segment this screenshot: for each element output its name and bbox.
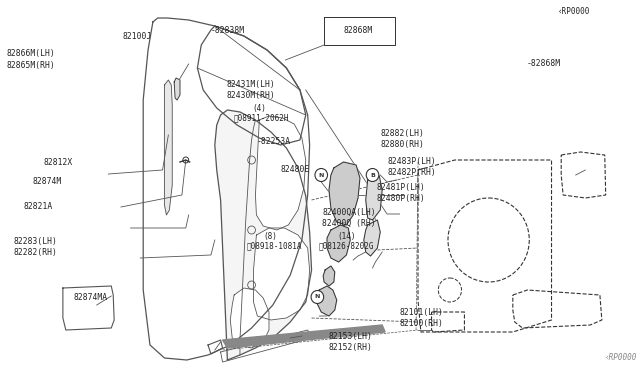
Text: 82431M(LH): 82431M(LH) <box>226 80 275 89</box>
Text: 82866M(LH): 82866M(LH) <box>6 49 55 58</box>
Text: 82282(RH): 82282(RH) <box>13 248 58 257</box>
Polygon shape <box>174 78 180 100</box>
Text: N: N <box>315 295 320 299</box>
Polygon shape <box>327 225 350 262</box>
Circle shape <box>315 169 328 182</box>
Polygon shape <box>323 266 335 286</box>
Polygon shape <box>365 176 382 220</box>
Text: ‹RP0000: ‹RP0000 <box>557 7 589 16</box>
Circle shape <box>366 169 379 182</box>
Text: 82100J: 82100J <box>123 32 152 41</box>
Text: (14): (14) <box>337 232 356 241</box>
Text: 82865M(RH): 82865M(RH) <box>6 61 55 70</box>
Text: 82100(RH): 82100(RH) <box>399 319 444 328</box>
Text: 82101(LH): 82101(LH) <box>399 308 444 317</box>
Text: 82481P(LH): 82481P(LH) <box>376 183 425 192</box>
Text: 82874MA: 82874MA <box>73 293 107 302</box>
Text: 82880(RH): 82880(RH) <box>381 140 425 149</box>
Text: -82868M: -82868M <box>526 60 561 68</box>
Text: 82400Q (RH): 82400Q (RH) <box>322 219 376 228</box>
Polygon shape <box>329 162 360 225</box>
Text: 82812X: 82812X <box>44 158 72 167</box>
Text: -82838M: -82838M <box>211 26 244 35</box>
Text: ⓝ08911-2062H: ⓝ08911-2062H <box>234 114 289 123</box>
Circle shape <box>311 291 324 304</box>
Text: B: B <box>370 173 375 177</box>
Polygon shape <box>255 116 306 230</box>
Text: 82482P(RH): 82482P(RH) <box>387 168 436 177</box>
Text: N: N <box>319 173 324 177</box>
Text: 82400QA(LH): 82400QA(LH) <box>322 208 376 217</box>
Text: (8): (8) <box>263 232 277 241</box>
Text: 82152(RH): 82152(RH) <box>328 343 372 352</box>
Polygon shape <box>317 286 337 316</box>
Text: ⓝ08918-1081A: ⓝ08918-1081A <box>246 241 302 250</box>
Text: 82874M: 82874M <box>32 177 61 186</box>
Text: -82253A: -82253A <box>257 137 291 146</box>
Polygon shape <box>223 325 385 348</box>
Text: 82483P(LH): 82483P(LH) <box>387 157 436 166</box>
Polygon shape <box>215 110 312 360</box>
Text: Ⓒ08126-8202G: Ⓒ08126-8202G <box>319 241 374 250</box>
Text: 82480P(RH): 82480P(RH) <box>376 194 425 203</box>
Polygon shape <box>253 228 310 320</box>
Polygon shape <box>364 220 380 256</box>
Text: 82480E: 82480E <box>280 165 310 174</box>
Polygon shape <box>230 288 269 348</box>
Text: 82430M(RH): 82430M(RH) <box>226 92 275 100</box>
Text: 82821A: 82821A <box>24 202 52 211</box>
Text: 82153(LH): 82153(LH) <box>328 332 372 341</box>
Text: 82868M: 82868M <box>344 26 373 35</box>
Polygon shape <box>164 80 172 215</box>
Text: (4): (4) <box>253 104 266 113</box>
Text: ‹RP0000: ‹RP0000 <box>605 353 637 362</box>
Text: 82283(LH): 82283(LH) <box>13 237 58 246</box>
Text: 82882(LH): 82882(LH) <box>381 129 425 138</box>
